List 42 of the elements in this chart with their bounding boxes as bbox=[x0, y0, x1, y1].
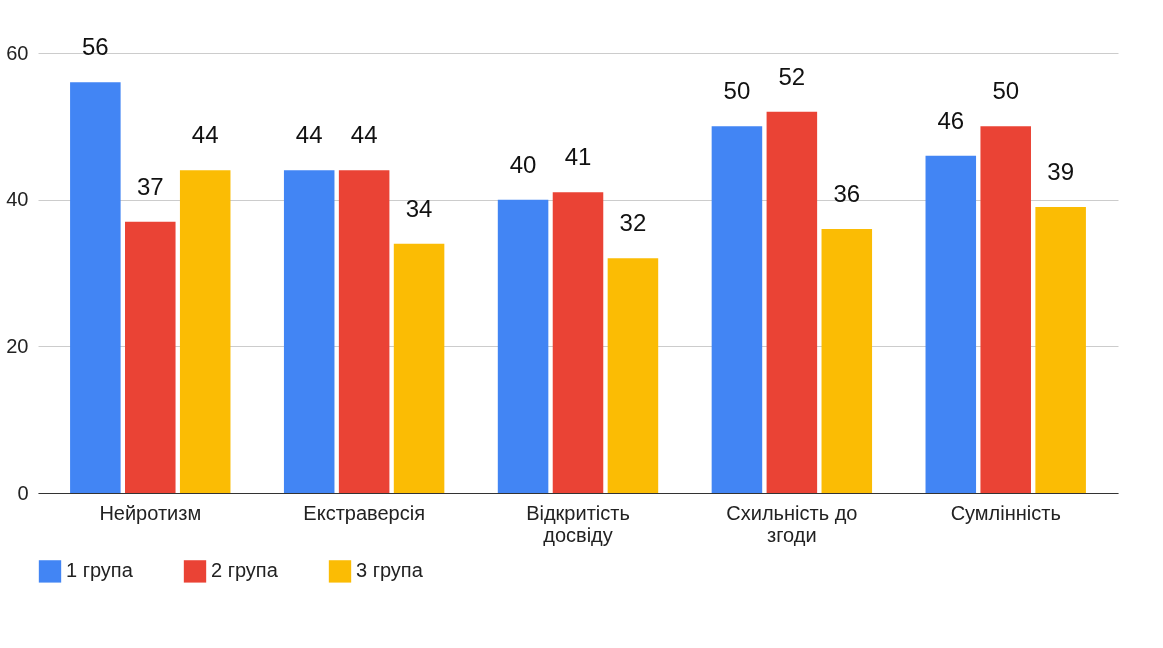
data-label: 44 bbox=[350, 121, 378, 149]
data-label: 56 bbox=[82, 33, 109, 61]
bar bbox=[338, 170, 390, 493]
x-tick-label: Екстраверсія bbox=[303, 501, 425, 524]
bar bbox=[179, 170, 231, 493]
data-label: 41 bbox=[564, 143, 592, 171]
y-tick-label: 0 bbox=[17, 481, 29, 504]
bar bbox=[766, 111, 818, 493]
bar bbox=[393, 243, 445, 493]
x-tick-label: Схильність до згоди bbox=[726, 501, 858, 546]
bar bbox=[70, 82, 121, 493]
data-label: 40 bbox=[509, 150, 537, 178]
data-label: 44 bbox=[295, 121, 323, 149]
data-label: 36 bbox=[833, 180, 861, 207]
y-tick-label: 20 bbox=[6, 334, 29, 357]
data-label: 37 bbox=[136, 172, 164, 200]
bar bbox=[283, 170, 335, 493]
bar bbox=[711, 126, 763, 493]
data-label: 34 bbox=[405, 194, 433, 222]
bar bbox=[980, 126, 1031, 493]
legend-label: 1 група bbox=[66, 559, 134, 582]
data-label: 32 bbox=[619, 209, 647, 237]
bar bbox=[497, 199, 549, 493]
data-label: 50 bbox=[723, 77, 751, 105]
bar bbox=[1035, 207, 1086, 493]
x-tick-label: Сумлінність bbox=[950, 501, 1061, 524]
x-tick-label: Нейротизм bbox=[99, 501, 202, 524]
data-label: 44 bbox=[191, 121, 219, 149]
bar bbox=[552, 192, 604, 493]
bar bbox=[607, 258, 659, 493]
y-tick-label: 40 bbox=[6, 188, 29, 211]
data-label: 52 bbox=[778, 62, 806, 90]
bar bbox=[925, 155, 977, 493]
bar bbox=[821, 229, 873, 493]
y-tick-label: 60 bbox=[6, 41, 29, 64]
x-tick-label: Відкритість досвіду bbox=[526, 501, 630, 546]
legend-label: 3 група bbox=[356, 559, 424, 582]
bar bbox=[125, 221, 176, 493]
data-label: 39 bbox=[1047, 158, 1074, 185]
legend-label: 2 група bbox=[211, 559, 279, 582]
data-label: 50 bbox=[992, 77, 1020, 105]
data-label: 46 bbox=[937, 106, 965, 134]
